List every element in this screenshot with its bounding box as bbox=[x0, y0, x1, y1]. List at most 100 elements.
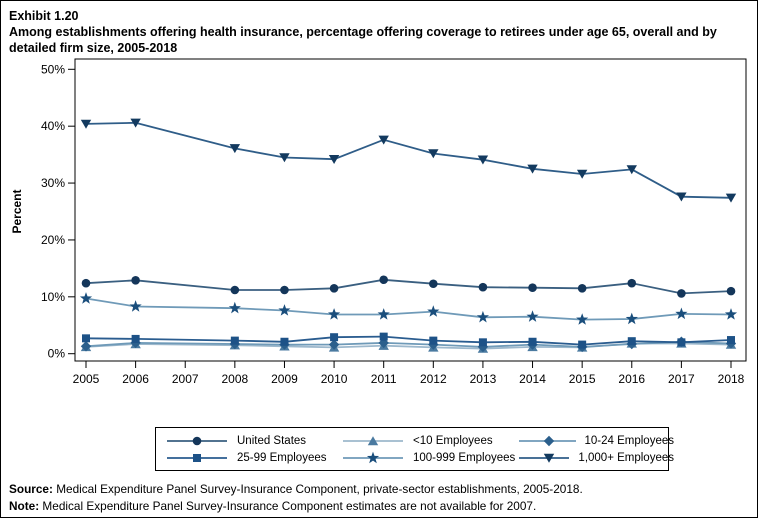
legend-item--10-employees: <10 Employees bbox=[342, 434, 518, 448]
legend-marker-1-000-employees bbox=[543, 453, 555, 463]
series-point-united-states bbox=[677, 289, 686, 298]
x-tick-label: 2015 bbox=[569, 372, 596, 386]
circle-legend-icon bbox=[167, 436, 227, 445]
chart-header: Exhibit 1.20 Among establishments offeri… bbox=[1, 1, 757, 56]
series-point-united-states bbox=[329, 283, 339, 293]
x-tick-label: 2012 bbox=[420, 372, 447, 386]
series-point-100-999-employees bbox=[526, 310, 539, 322]
x-tick-label: 2005 bbox=[73, 372, 100, 386]
series-point-united-states bbox=[131, 276, 140, 285]
series-point-united-states bbox=[379, 275, 388, 285]
series-point-1-000-employees bbox=[378, 135, 389, 145]
diamond-legend-icon bbox=[519, 435, 576, 446]
series-point-united-states bbox=[577, 283, 587, 293]
series-point-25-99-employees bbox=[528, 337, 537, 346]
series-point-1-000-employees bbox=[130, 118, 141, 128]
series-point-united-states bbox=[230, 285, 240, 295]
series-point-1-000-employees bbox=[428, 149, 439, 159]
square-legend-icon bbox=[167, 453, 227, 462]
series-point-25-99-employees bbox=[627, 337, 636, 346]
series-point-1-000-employees bbox=[477, 155, 489, 165]
series-point-united-states bbox=[528, 283, 537, 293]
legend-item-1-000-employees: 1,000+ Employees bbox=[518, 451, 674, 465]
legend-label-united-states: United States bbox=[237, 434, 307, 447]
source-label: Source: bbox=[9, 482, 53, 496]
chart-svg: 0% 10% 20% 30% 40% 50% Percent 2005 2006 2007 2008… bbox=[10, 58, 747, 386]
triangle-down-legend-icon bbox=[519, 453, 570, 463]
series-point-100-999-employees bbox=[228, 301, 241, 314]
note-text: Medical Expenditure Panel Survey-Insuran… bbox=[39, 499, 537, 513]
triangle-up-legend-icon bbox=[343, 435, 403, 445]
legend-item-25-99-employees: 25-99 Employees bbox=[166, 451, 342, 465]
y-tick-label: 20% bbox=[41, 233, 65, 247]
legend-label-10-24-employees: 10-24 Employees bbox=[584, 434, 675, 447]
series-point-1-000-employees bbox=[80, 119, 92, 129]
series-point-100-999-employees bbox=[377, 308, 390, 320]
series-point-united-states bbox=[478, 282, 488, 292]
x-tick-label: 2017 bbox=[668, 372, 695, 386]
series-point-25-99-employees bbox=[677, 338, 686, 347]
x-tick-label: 2006 bbox=[122, 372, 149, 386]
legend-item-100-999-employees: 100-999 Employees bbox=[342, 451, 518, 465]
footer: Source: Medical Expenditure Panel Survey… bbox=[1, 471, 757, 515]
series-point-10-24-employees bbox=[80, 341, 92, 352]
x-tick-label: 2009 bbox=[271, 372, 298, 386]
series-point-100-999-employees bbox=[724, 308, 738, 320]
legend: United States <10 Employees 10-24 Employee… bbox=[155, 427, 674, 471]
legend-item-united-states: United States bbox=[166, 434, 342, 448]
series-point-100-999-employees bbox=[79, 292, 93, 304]
series-point-25-99-employees bbox=[478, 338, 487, 347]
legend-marker-25-99-employees bbox=[193, 453, 201, 462]
legend-marker--10-employees bbox=[367, 435, 379, 445]
series-point-25-99-employees bbox=[280, 337, 289, 346]
legend-marker-100-999-employees bbox=[366, 451, 380, 463]
source-text: Medical Expenditure Panel Survey-Insuran… bbox=[52, 482, 583, 496]
star-legend-icon bbox=[343, 451, 403, 463]
series-point-100-999-employees bbox=[328, 308, 341, 320]
series-point-united-states bbox=[726, 286, 736, 296]
x-tick-label: 2008 bbox=[221, 372, 248, 386]
source-line: Source: Medical Expenditure Panel Survey… bbox=[9, 481, 749, 498]
series-point-1-000-employees bbox=[527, 164, 538, 174]
x-tick-label: 2011 bbox=[371, 372, 397, 386]
x-tick-label: 2014 bbox=[519, 372, 546, 386]
y-tick-label: 40% bbox=[41, 119, 65, 133]
series-point-1-000-employees bbox=[229, 144, 241, 154]
legend-label--10-employees: <10 Employees bbox=[413, 434, 493, 447]
series-point-25-99-employees bbox=[82, 334, 90, 343]
series-point-100-999-employees bbox=[476, 310, 489, 323]
series-point-25-99-employees bbox=[330, 333, 339, 342]
note-line: Note: Medical Expenditure Panel Survey-I… bbox=[9, 498, 749, 515]
y-axis-label: Percent bbox=[10, 189, 24, 233]
series-point-1-000-employees bbox=[279, 153, 290, 163]
legend-label-25-99-employees: 25-99 Employees bbox=[237, 451, 327, 464]
legend-marker-10-24-employees bbox=[543, 435, 555, 446]
series-point-25-99-employees bbox=[379, 332, 388, 341]
series-point-united-states bbox=[280, 285, 289, 295]
series-point-united-states bbox=[429, 279, 438, 289]
series-point-25-99-employees bbox=[578, 340, 587, 349]
x-tick-label: 2007 bbox=[172, 372, 199, 386]
series-point-100-999-employees bbox=[427, 305, 440, 317]
x-tick-label: 2013 bbox=[470, 372, 497, 386]
chart-title: Among establishments offering health ins… bbox=[9, 25, 717, 55]
x-tick-label: 2016 bbox=[618, 372, 645, 386]
legend-label-100-999-employees: 100-999 Employees bbox=[413, 451, 516, 464]
y-tick-label: 10% bbox=[41, 290, 65, 304]
series-point-25-99-employees bbox=[131, 334, 140, 343]
chart-area: 0% 10% 20% 30% 40% 50% Percent 2005 2006 2007 2008… bbox=[1, 56, 757, 399]
series-point-25-99-employees bbox=[230, 336, 239, 345]
series-point-100-999-employees bbox=[675, 307, 688, 320]
series-point-100-999-employees bbox=[278, 304, 291, 316]
y-tick-label: 0% bbox=[48, 347, 66, 361]
series-point-100-999-employees bbox=[625, 312, 638, 325]
series-point-10-24-employees bbox=[328, 339, 340, 350]
series-point-united-states bbox=[81, 278, 91, 288]
legend-item-10-24-employees: 10-24 Employees bbox=[518, 434, 674, 448]
legend-marker-united-states bbox=[192, 436, 202, 445]
x-tick-label: 2010 bbox=[321, 372, 348, 386]
series-point-1-000-employees bbox=[676, 192, 687, 202]
plot-frame bbox=[74, 58, 747, 362]
series-point-1-000-employees bbox=[725, 193, 737, 203]
